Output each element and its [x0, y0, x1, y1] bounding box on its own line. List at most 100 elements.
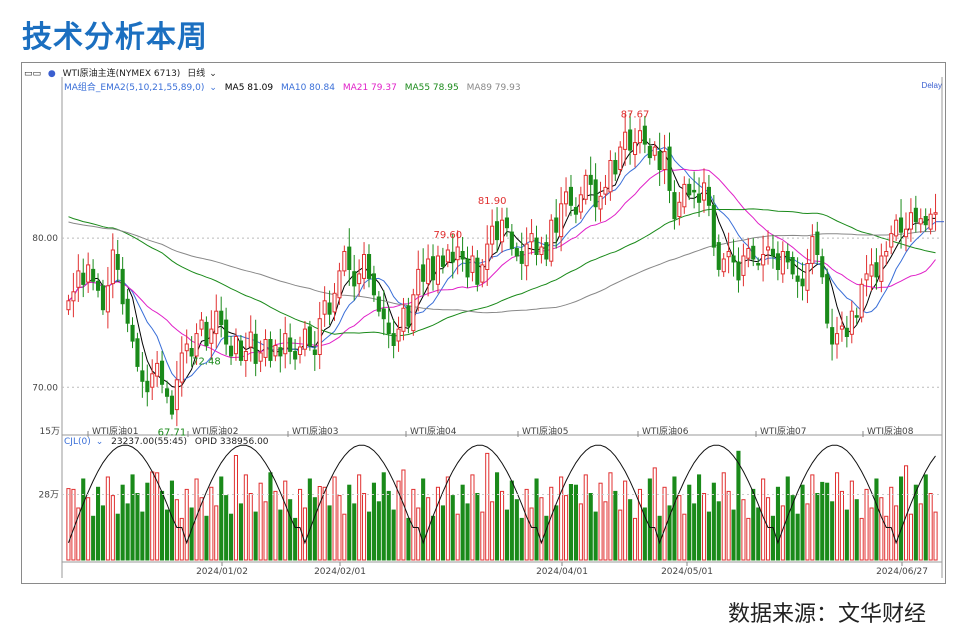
volume-bar — [66, 488, 71, 561]
candle — [327, 302, 332, 315]
volume-bar — [71, 488, 76, 561]
volume-bar — [371, 482, 376, 561]
symbol-label[interactable]: WTI原油主连(NYMEX 6713) — [62, 69, 181, 79]
volume-bar — [815, 493, 820, 561]
price-tick-label: 70.00 — [32, 383, 58, 393]
candle — [879, 255, 884, 282]
candle — [485, 243, 490, 271]
candle — [613, 160, 618, 175]
volume-bar — [421, 478, 426, 561]
volume-bar — [608, 472, 613, 561]
candle — [869, 264, 874, 277]
candle — [573, 207, 579, 215]
candle — [618, 146, 623, 170]
candle — [504, 217, 509, 229]
candle — [554, 217, 559, 233]
candle — [583, 174, 588, 200]
volume-bar — [160, 490, 165, 561]
volume-bar — [120, 484, 125, 561]
candle — [667, 146, 672, 191]
volume-bar — [406, 517, 411, 561]
volume-bar — [440, 505, 445, 561]
chevron-down-icon[interactable]: ⌄ — [209, 83, 217, 93]
candle — [302, 328, 307, 350]
candle — [406, 305, 411, 327]
candle — [539, 246, 544, 255]
volume-bar — [145, 482, 150, 561]
volume-bar — [899, 476, 904, 561]
candle — [884, 251, 889, 257]
candle — [233, 336, 238, 355]
candle — [490, 225, 495, 245]
volume-bar — [928, 493, 933, 561]
candle — [209, 328, 214, 344]
candlestick-chart[interactable]: 80.00 70.00 79.60 67.71 87.67 72.48 81.90 WTI原油… — [22, 63, 945, 583]
candle — [268, 339, 273, 361]
volume-bar — [455, 513, 460, 561]
volume-bar — [302, 507, 307, 561]
volume-bar — [199, 497, 204, 561]
volume-legend-label[interactable]: CJL(0) — [64, 437, 91, 447]
chevron-down-icon[interactable]: ⌄ — [209, 69, 217, 79]
candle — [933, 212, 938, 215]
volume-bar — [529, 507, 534, 561]
volume-bar — [480, 511, 485, 561]
volume-bar — [332, 476, 337, 561]
volume-bar — [568, 484, 574, 561]
volume-bar — [652, 467, 657, 561]
volume-bar — [342, 513, 347, 561]
candle — [849, 310, 854, 335]
candle — [465, 258, 470, 278]
volume-bar — [711, 482, 716, 561]
page-title: 技术分析本周 — [22, 20, 208, 55]
candle — [214, 310, 219, 335]
candle — [71, 291, 76, 302]
volume-bar — [524, 488, 529, 561]
candle — [86, 264, 91, 283]
volume-bar — [682, 513, 687, 561]
candle — [766, 246, 771, 251]
candle — [445, 249, 450, 263]
date-label: 2024/05/01 — [661, 567, 713, 577]
ma-legend-label[interactable]: MA组合_EMA2(5,10,21,55,89,0) — [64, 83, 205, 93]
volume-bar — [544, 515, 549, 561]
period-selector[interactable]: 日线 — [187, 69, 206, 79]
candle — [736, 261, 741, 281]
candle — [889, 233, 894, 248]
volume-bar — [214, 505, 219, 561]
candle — [741, 255, 746, 276]
candle — [317, 318, 322, 355]
candle — [312, 349, 317, 355]
candle — [770, 248, 776, 257]
ma10-value: MA10 80.84 — [280, 83, 335, 93]
candle — [790, 257, 795, 275]
candle — [830, 327, 835, 345]
candle — [785, 251, 790, 263]
candle — [165, 388, 170, 397]
volume-bar — [224, 495, 229, 561]
volume-bar — [238, 503, 243, 561]
volume-bar — [258, 482, 263, 561]
chevron-down-icon[interactable]: ⌄ — [95, 437, 104, 447]
candle — [500, 219, 505, 243]
volume-bar — [352, 503, 357, 561]
candle — [194, 333, 199, 357]
candle — [810, 236, 815, 264]
candle — [110, 249, 115, 285]
candle — [756, 263, 761, 266]
volume-bar — [800, 484, 805, 561]
candle — [637, 130, 643, 144]
candle — [160, 360, 165, 385]
candle — [805, 263, 810, 291]
candle — [514, 248, 519, 257]
candle — [864, 273, 869, 281]
volume-bar — [312, 497, 317, 561]
volume-bar — [583, 474, 588, 561]
toolbar-grip-icon[interactable]: ▭▭ — [24, 69, 42, 79]
volume-bar — [820, 481, 825, 561]
volume-bar — [741, 499, 746, 561]
volume-bar — [81, 478, 86, 561]
candle — [96, 280, 101, 291]
candle — [859, 283, 864, 318]
candle — [470, 255, 475, 273]
